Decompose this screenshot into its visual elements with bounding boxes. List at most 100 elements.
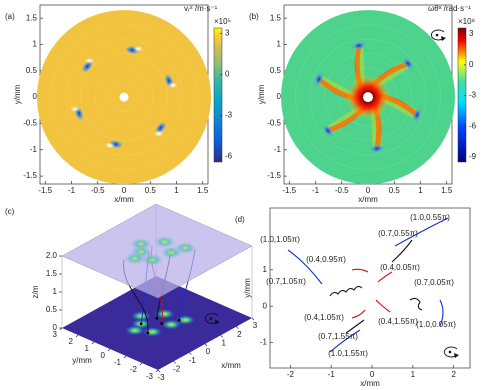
annotation: (0.4,0.05π)	[380, 263, 420, 272]
y-tick-label: 1.5	[270, 13, 282, 22]
x-axis-label: x/mm	[221, 361, 241, 370]
x-tick-label: 1	[221, 338, 226, 347]
annotation: (0.7,0.55π)	[378, 229, 418, 238]
field-blob	[141, 253, 164, 266]
contour-ring	[324, 53, 412, 141]
z-tick-label: 1	[53, 287, 58, 296]
field-blob	[154, 308, 175, 319]
contour-ring	[80, 53, 168, 141]
colorbar-tick-label: -3	[225, 111, 233, 120]
white-spot	[84, 57, 95, 64]
x-tick-label: -3	[157, 373, 165, 382]
trajectory	[375, 299, 391, 313]
y-tick	[107, 348, 111, 352]
white-spot	[70, 105, 81, 112]
z-tick-label: 0	[53, 323, 58, 332]
blue-spot	[402, 57, 414, 70]
y-tick-label: 1	[263, 265, 268, 274]
annotation: (0.4,1.05π)	[304, 313, 344, 322]
y-tick-label: -1	[274, 145, 282, 154]
annotation: (0.4,1.55π)	[378, 317, 418, 326]
contour-ring	[94, 67, 154, 127]
y-tick-label: 0	[101, 351, 106, 360]
colorbar-tick-label: -6	[225, 152, 233, 161]
x-tick-label: -1	[328, 370, 336, 379]
field-blob	[124, 325, 145, 336]
y-tick	[59, 327, 63, 331]
y-axis-label: y/mm	[257, 84, 266, 104]
bottom-plane	[62, 275, 253, 370]
z-tick-label: 0.5	[46, 305, 58, 314]
white-spot	[104, 142, 115, 149]
particle	[177, 318, 181, 322]
y-tick	[91, 341, 95, 345]
x-tick-label: 1	[174, 186, 179, 195]
x-tick-label: -1.5	[282, 186, 296, 195]
y-tick-label: 1	[277, 40, 282, 49]
x-tick-label: 1	[418, 186, 423, 195]
annotation: (1.0,1.05π)	[260, 235, 300, 244]
top-plane	[61, 203, 253, 299]
z-tick-label: 2.0	[46, 251, 58, 260]
contour-ring	[65, 38, 183, 156]
panel-label: (c)	[5, 207, 15, 216]
x-tick-label: 1.5	[197, 186, 209, 195]
x-axis-label: x/mm	[358, 195, 378, 204]
x-tick-label: 2	[451, 370, 456, 379]
y-tick-label: -1	[260, 338, 268, 347]
y-tick-label: 0	[277, 92, 282, 101]
colorbar-tick-label: -3	[469, 91, 477, 100]
y-tick-label: -1	[114, 358, 122, 367]
annotation: (0.4,0.95π)	[306, 255, 346, 264]
x-tick	[251, 317, 255, 321]
trajectory	[329, 329, 361, 353]
x-tick	[173, 361, 176, 364]
rotation-icon	[204, 313, 219, 325]
annotation: (1.0,0.05π)	[416, 320, 456, 329]
contour-ring	[51, 24, 197, 170]
rotation-arrow	[214, 319, 220, 325]
trajectory	[345, 319, 365, 334]
field-blob	[175, 314, 196, 325]
x-tick-label: 1.5	[441, 186, 453, 195]
y-tick-label: -1.5	[267, 171, 281, 180]
x-tick-label: 0	[206, 347, 211, 356]
trajectory	[439, 299, 444, 327]
x-tick-label: -0.5	[335, 186, 349, 195]
trajectory	[391, 239, 413, 263]
field-blob	[142, 326, 163, 337]
particle	[139, 322, 143, 326]
rotation-center	[435, 33, 439, 37]
y-tick-label: -0.5	[23, 119, 37, 128]
y-tick-label: -3	[146, 372, 154, 381]
contour-ring	[109, 82, 139, 112]
rotation-icon	[443, 346, 458, 358]
colorbar-tick-label: 3	[225, 29, 230, 38]
y-tick-label: -0.5	[267, 119, 281, 128]
panel-label: (d)	[235, 215, 245, 224]
annotation: (1.0,1.55π)	[328, 349, 368, 358]
blue-spot	[322, 124, 334, 137]
rotation-center	[448, 350, 452, 354]
rotation-icon	[430, 29, 445, 41]
plot-frame	[269, 207, 471, 369]
blue-spot	[370, 144, 384, 153]
colorbar-multiplier: ×10⁵	[214, 17, 231, 26]
x-tick	[204, 343, 208, 347]
colorbar-tick-label: 3	[469, 29, 474, 38]
x-axis-label: x/mm	[114, 195, 134, 204]
colorbar-tick-label: -6	[469, 121, 477, 130]
y-tick-label: 0.5	[270, 66, 282, 75]
white-spot	[153, 130, 164, 137]
white-spot	[133, 45, 144, 52]
trajectory	[409, 297, 423, 311]
y-tick-label: 1.5	[26, 13, 38, 22]
center-hole	[119, 92, 129, 102]
field-blob	[153, 235, 176, 248]
x-tick-label: 2	[237, 330, 242, 339]
trajectory	[377, 271, 393, 283]
contour-ring	[295, 24, 441, 170]
z-tick-label: 1.5	[46, 269, 58, 278]
x-tick-label: -1	[312, 186, 320, 195]
